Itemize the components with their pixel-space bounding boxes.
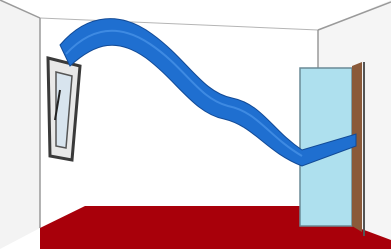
room-illustration <box>0 0 391 249</box>
page <box>0 0 391 249</box>
left-wall <box>0 0 40 249</box>
